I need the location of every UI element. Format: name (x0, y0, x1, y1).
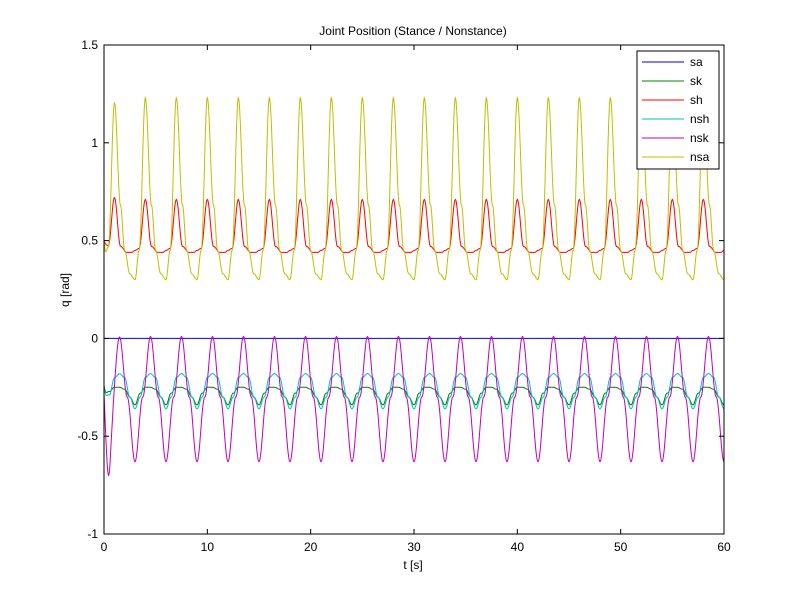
y-axis-label: q [rad] (58, 273, 72, 307)
x-tick-label: 20 (304, 540, 318, 554)
legend-label: nsh (690, 112, 709, 126)
x-axis-label: t [s] (403, 558, 422, 572)
legend-label: sa (690, 55, 703, 69)
x-tick-label: 0 (101, 540, 108, 554)
x-tick-label: 50 (614, 540, 628, 554)
legend-label: sh (690, 93, 703, 107)
y-tick-label: 1.5 (81, 38, 98, 52)
y-tick-label: 0 (91, 331, 98, 345)
chart-title: Joint Position (Stance / Nonstance) (319, 24, 506, 38)
legend: sa sk sh nsh nsk nsa (636, 50, 720, 170)
series-line-sk (103, 385, 725, 406)
series-layer (103, 96, 725, 477)
legend-label: nsk (690, 131, 710, 145)
x-tick-label: 30 (407, 540, 421, 554)
legend-label: nsa (690, 150, 710, 164)
legend-box (636, 50, 720, 170)
x-tick-label: 10 (201, 540, 215, 554)
ticks-layer: 0 10 20 30 40 50 60 -1 -0.5 0 0.5 1 1.5 (77, 38, 731, 554)
series-line-nsk (103, 335, 725, 477)
plot-area (104, 45, 724, 534)
y-tick-label: 1 (91, 136, 98, 150)
series-line-nsa (103, 96, 725, 281)
legend-label: sk (690, 74, 703, 88)
x-tick-label: 40 (511, 540, 525, 554)
x-tick-label: 60 (717, 540, 731, 554)
y-tick-label: 0.5 (81, 234, 98, 248)
y-tick-label: -1 (87, 527, 98, 541)
y-tick-label: -0.5 (77, 429, 98, 443)
